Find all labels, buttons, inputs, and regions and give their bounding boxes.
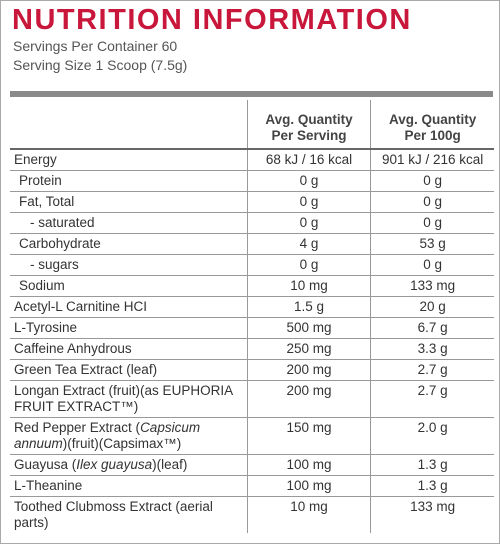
nutrient-name: Fat, Total [10,192,247,213]
serving-size: Serving Size 1 Scoop (7.5g) [13,57,188,73]
column-header: Avg. Quantity Per Serving [246,100,371,149]
per-serving: 0 g [246,170,371,192]
column-header-line: Per 100g [404,128,461,143]
column-header: Avg. Quantity Per 100g [370,100,494,149]
nutrient-name: Green Tea Extract (leaf) [10,360,247,381]
row: L-Tyrosine 500 mg 6.7 g [10,317,494,339]
name-part: L-Theanine [14,478,83,493]
nutrient-name: Longan Extract (fruit)(as EUPHORIA FRUIT… [10,381,247,418]
per-serving: 0 g [246,191,371,213]
per-100g: 1.3 g [370,454,494,476]
nutrient-name: Protein [10,171,247,192]
column-header-line: Avg. Quantity [265,112,353,127]
name-part: Acetyl-L Carnitine HCI [14,299,148,314]
per-100g: 0 g [370,212,494,234]
column-header-line: Per Serving [271,128,347,143]
nutrient-name: Acetyl-L Carnitine HCI [10,297,247,318]
row: Red Pepper Extract (Capsicum annuum)(fru… [10,417,494,455]
name-part: Ilex guayusa [76,457,153,472]
title: NUTRITION INFORMATION [12,4,412,36]
name-part: Carbohydrate [19,236,101,251]
per-serving: 68 kJ / 16 kcal [246,149,371,171]
nutrient-name: Guayusa (Ilex guayusa)(leaf) [10,455,247,476]
per-100g: 2.7 g [370,380,494,418]
per-100g: 133 mg [370,496,494,533]
per-serving: 1.5 g [246,296,371,318]
per-serving: 0 g [246,254,371,276]
row: Green Tea Extract (leaf) 200 mg 2.7 g [10,359,494,381]
name-part: )(fruit)(Capsimax™) [62,436,182,451]
per-100g: 2.7 g [370,359,494,381]
name-part: Protein [19,173,62,188]
divider-bar [10,91,493,97]
per-serving: 500 mg [246,317,371,339]
nutrient-name: - saturated [10,213,247,234]
nutrition-table: Avg. Quantity Per Serving Avg. Quantity Per… [10,100,494,533]
per-100g: 20 g [370,296,494,318]
per-100g: 0 g [370,170,494,192]
nutrient-name: Toothed Clubmoss Extract (aerial parts) [10,497,247,534]
per-serving: 200 mg [246,359,371,381]
column-header-line: Avg. Quantity [389,112,477,127]
per-100g: 2.0 g [370,417,494,455]
nutrient-name: Carbohydrate [10,234,247,255]
row: Energy 68 kJ / 16 kcal 901 kJ / 216 kcal [10,149,494,171]
name-part: Sodium [19,278,65,293]
per-100g: 901 kJ / 216 kcal [370,149,494,171]
row: Sodium 10 mg 133 mg [10,275,494,297]
blank-header [10,100,247,149]
row: Longan Extract (fruit)(as EUPHORIA FRUIT… [10,380,494,418]
name-part: Caffeine Anhydrous [14,341,132,356]
per-serving: 4 g [246,233,371,255]
nutrient-name: Caffeine Anhydrous [10,339,247,360]
per-100g: 53 g [370,233,494,255]
name-part: Longan Extract (fruit)(as EUPHORIA FRUIT… [14,383,233,414]
name-part: Capsicum annuum [14,420,201,451]
per-100g: 133 mg [370,275,494,297]
name-part: Toothed Clubmoss Extract (aerial parts) [14,499,213,530]
per-serving: 250 mg [246,338,371,360]
nutrient-name: - sugars [10,255,247,276]
row: Toothed Clubmoss Extract (aerial parts) 1… [10,496,494,534]
name-part: Red Pepper Extract ( [14,420,141,435]
name-part: L-Tyrosine [14,320,78,335]
row: Acetyl-L Carnitine HCI 1.5 g 20 g [10,296,494,318]
per-100g: 6.7 g [370,317,494,339]
name-part: Fat, Total [19,194,75,209]
per-100g: 3.3 g [370,338,494,360]
nutrient-name: Energy [10,149,247,171]
per-serving: 200 mg [246,380,371,418]
per-100g: 1.3 g [370,475,494,497]
name-part: - saturated [30,215,95,230]
per-serving: 150 mg [246,417,371,455]
name-part: Energy [14,152,57,167]
per-100g: 0 g [370,191,494,213]
name-part: - sugars [30,257,79,272]
nutrient-name: Sodium [10,276,247,297]
row: Guayusa (Ilex guayusa)(leaf) 100 mg 1.3 g [10,454,494,476]
per-serving: 100 mg [246,475,371,497]
per-serving: 0 g [246,212,371,234]
per-serving: 10 mg [246,496,371,533]
name-part: Green Tea Extract (leaf) [14,362,158,377]
nutrient-name: Red Pepper Extract (Capsicum annuum)(fru… [10,418,247,455]
header-row: Avg. Quantity Per Serving Avg. Quantity Per… [10,100,494,149]
row: L-Theanine 100 mg 1.3 g [10,475,494,497]
per-serving: 10 mg [246,275,371,297]
nutrient-name: L-Theanine [10,476,247,497]
row: Caffeine Anhydrous 250 mg 3.3 g [10,338,494,360]
servings: Servings Per Container 60 [13,38,178,54]
per-100g: 0 g [370,254,494,276]
nutrient-name: L-Tyrosine [10,318,247,339]
name-part: Guayusa ( [14,457,77,472]
name-part: )(leaf) [152,457,188,472]
per-serving: 100 mg [246,454,371,476]
row: Carbohydrate 4 g 53 g [10,233,494,255]
